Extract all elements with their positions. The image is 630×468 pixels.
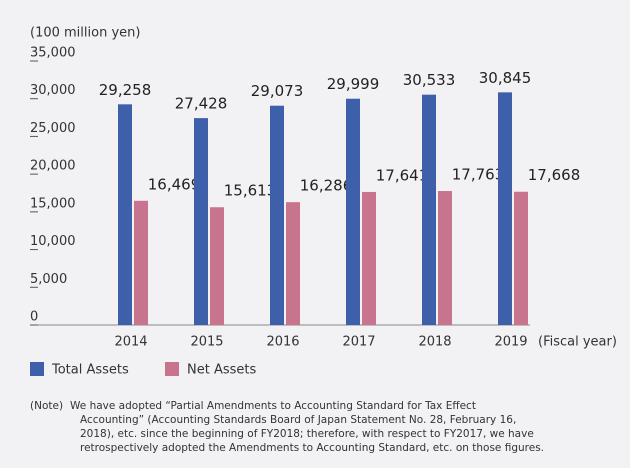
value-label: 29,073: [251, 82, 304, 100]
bar: [270, 105, 284, 325]
bar: [194, 118, 208, 325]
y-tick-label: 30,000: [30, 83, 76, 98]
bar: [498, 92, 512, 325]
x-tick-label: 2017: [342, 335, 375, 350]
note-line: 2018), etc. since the beginning of FY201…: [80, 428, 534, 440]
bar: [362, 191, 376, 325]
bar: [210, 207, 224, 325]
y-tick-label: 5,000: [30, 272, 67, 287]
y-tick-label: 35,000: [30, 46, 76, 61]
note-line: retrospectively adopted the Amendments t…: [80, 442, 544, 454]
legend-label: Total Assets: [51, 363, 129, 378]
bar: [422, 94, 436, 325]
y-tick-label: 0: [30, 310, 38, 325]
value-label: 16,469: [148, 175, 201, 193]
bar: [118, 104, 132, 325]
y-tick-label: 15,000: [30, 196, 76, 211]
value-label: 29,999: [327, 75, 380, 93]
bar: [346, 98, 360, 325]
note-line: Accounting” (Accounting Standards Board …: [80, 414, 516, 426]
legend-swatch: [165, 362, 179, 376]
bar: [438, 191, 452, 325]
note-line: We have adopted “Partial Amendments to A…: [70, 400, 476, 412]
unit-label: (100 million yen): [30, 26, 140, 41]
legend-swatch: [30, 362, 44, 376]
value-label: 16,286: [300, 177, 353, 195]
x-tick-label: 2015: [190, 335, 223, 350]
value-label: 30,533: [403, 71, 456, 89]
x-tick-label: 2019: [494, 335, 527, 350]
value-label: 17,763: [452, 166, 505, 184]
bar: [134, 200, 148, 325]
value-label: 15,613: [224, 182, 277, 200]
x-tick-label: 2014: [114, 335, 147, 350]
x-tick-label: 2018: [418, 335, 451, 350]
value-label: 17,668: [528, 166, 581, 184]
x-tick-label: 2016: [266, 335, 299, 350]
y-tick-label: 10,000: [30, 234, 76, 249]
value-label: 17,641: [376, 166, 429, 184]
value-label: 30,845: [479, 69, 532, 87]
value-label: 27,428: [175, 95, 228, 113]
y-tick-label: 20,000: [30, 159, 76, 174]
bar: [514, 191, 528, 325]
bar: [286, 202, 300, 325]
legend-label: Net Assets: [187, 363, 256, 378]
value-label: 29,258: [99, 81, 152, 99]
y-tick-label: 25,000: [30, 121, 76, 136]
note-label: (Note): [30, 400, 63, 412]
x-axis-label: (Fiscal year): [538, 335, 617, 350]
